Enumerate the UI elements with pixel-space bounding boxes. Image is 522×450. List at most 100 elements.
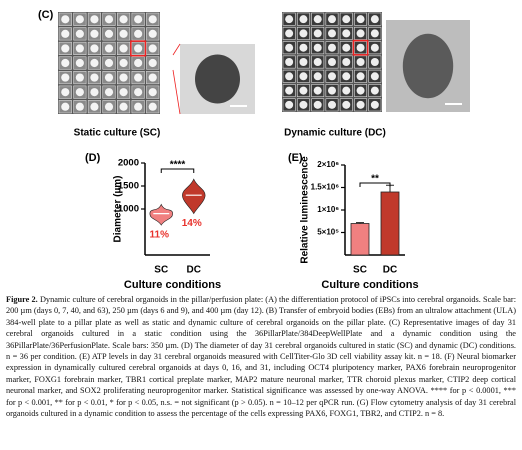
y-tick-label: 1.5×10⁶ — [311, 183, 340, 192]
organoid — [285, 100, 294, 109]
organoid — [119, 88, 128, 97]
organoid — [356, 15, 365, 24]
significance-bracket — [160, 168, 195, 173]
y-tick-label: 1500 — [118, 181, 139, 192]
annotation: 11% — [150, 230, 170, 241]
organoid — [328, 15, 336, 24]
organoid — [90, 102, 99, 111]
organoid — [313, 15, 322, 24]
organoid — [119, 29, 128, 38]
organoid — [104, 29, 114, 38]
organoid — [134, 44, 143, 53]
organoid — [119, 15, 128, 24]
organoid — [134, 102, 143, 111]
x-tick-label: SC — [154, 265, 168, 276]
organoid — [61, 73, 70, 82]
organoid — [90, 58, 99, 68]
organoid — [75, 58, 84, 68]
y-tick-label: 1000 — [118, 204, 139, 215]
significance-bracket — [359, 182, 391, 187]
bar — [350, 223, 370, 256]
organoid — [75, 15, 84, 24]
organoid — [356, 72, 365, 81]
organoid — [299, 86, 308, 95]
organoid — [148, 29, 157, 38]
organoid — [370, 29, 379, 38]
organoid — [134, 88, 143, 97]
figure-panels: (C) (D) (E) Static culture (SC) Dynamic … — [38, 9, 470, 291]
violin — [182, 178, 206, 215]
caption-label: Figure 2. — [6, 295, 38, 304]
organoid — [148, 73, 157, 82]
organoid — [61, 58, 70, 68]
organoid — [342, 43, 351, 52]
violin — [149, 203, 173, 226]
organoid — [104, 88, 114, 97]
organoid — [285, 29, 294, 38]
organoid — [328, 86, 336, 95]
panel-label: (E) — [288, 152, 303, 164]
organoid — [90, 73, 99, 82]
organoid — [356, 43, 365, 52]
organoid-zoom — [195, 54, 240, 104]
organoid — [148, 88, 157, 97]
annotation: 14% — [182, 218, 202, 229]
organoid — [328, 100, 336, 109]
organoid — [356, 29, 365, 38]
organoid — [90, 44, 99, 53]
x-tick-label: DC — [383, 265, 397, 276]
organoid — [119, 102, 128, 111]
organoid — [370, 43, 379, 52]
micrographs — [58, 12, 470, 115]
organoid — [61, 29, 70, 38]
panel-label: (D) — [85, 152, 101, 164]
organoid — [104, 15, 114, 24]
organoid — [104, 102, 114, 111]
y-tick-label: 1×10⁶ — [317, 205, 339, 214]
organoid — [90, 15, 99, 24]
organoid — [356, 100, 365, 109]
organoid — [285, 72, 294, 81]
organoid — [90, 88, 99, 97]
organoid — [299, 29, 308, 38]
organoid — [370, 58, 379, 66]
organoid — [75, 88, 84, 97]
organoid — [134, 73, 143, 82]
highlight — [352, 39, 369, 56]
organoid — [342, 72, 351, 81]
image-caption: Dynamic culture (DC) — [284, 128, 386, 139]
significance: ** — [371, 174, 379, 185]
x-axis-label: Culture conditions — [124, 279, 221, 291]
organoid — [370, 72, 379, 81]
organoid — [134, 29, 143, 38]
organoid — [299, 58, 308, 66]
organoid — [148, 58, 157, 68]
organoid — [75, 29, 84, 38]
organoid — [328, 58, 336, 66]
organoid — [328, 43, 336, 52]
organoid — [313, 43, 322, 52]
organoid — [134, 58, 143, 68]
organoid — [285, 43, 294, 52]
organoid — [299, 72, 308, 81]
significance: **** — [170, 160, 186, 171]
organoid — [299, 100, 308, 109]
organoid — [285, 58, 294, 66]
x-axis-label: Culture conditions — [321, 279, 418, 291]
organoid — [148, 102, 157, 111]
organoid — [61, 88, 70, 97]
organoid — [370, 86, 379, 95]
organoid — [370, 100, 379, 109]
caption-text: Dynamic culture of cerebral organoids in… — [6, 295, 516, 419]
y-tick-label: 5×10⁵ — [317, 228, 339, 237]
organoid — [119, 58, 128, 68]
x-tick-label: DC — [187, 265, 201, 276]
panel-label: (C) — [38, 9, 54, 21]
organoid — [104, 58, 114, 68]
organoid — [342, 58, 351, 66]
organoid — [61, 15, 70, 24]
image-caption: Static culture (SC) — [74, 128, 161, 139]
x-tick-label: SC — [353, 265, 367, 276]
bar — [380, 191, 400, 256]
